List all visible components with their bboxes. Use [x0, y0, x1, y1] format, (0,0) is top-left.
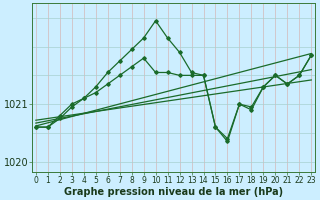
X-axis label: Graphe pression niveau de la mer (hPa): Graphe pression niveau de la mer (hPa) — [64, 187, 283, 197]
